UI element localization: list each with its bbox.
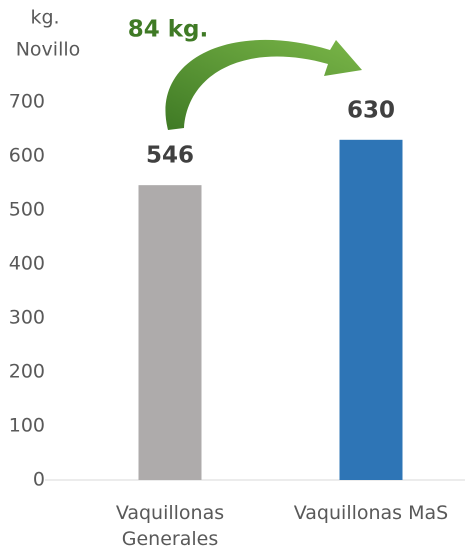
annotation: 84 kg. <box>128 17 209 43</box>
arrow <box>165 39 362 130</box>
y-tick-label: 0 <box>33 469 45 491</box>
bar <box>138 185 202 480</box>
y-tick-label: 200 <box>9 361 45 383</box>
y-tick-label: 600 <box>9 145 45 167</box>
value-label: 630 <box>347 97 395 123</box>
bar <box>339 139 403 481</box>
y-axis-label: Novillo <box>16 39 81 61</box>
y-tick-label: 300 <box>9 307 45 329</box>
value-label: 546 <box>146 143 194 169</box>
x-tick-label: Vaquillonas Generales <box>115 502 225 550</box>
y-tick-label: 500 <box>9 199 45 221</box>
y-tick-label: 700 <box>9 91 45 113</box>
y-tick-label: 400 <box>9 253 45 275</box>
x-tick-label: Vaquillonas MaS <box>293 502 449 524</box>
y-tick-label: 100 <box>9 415 45 437</box>
y-axis-label: kg. <box>30 7 59 29</box>
